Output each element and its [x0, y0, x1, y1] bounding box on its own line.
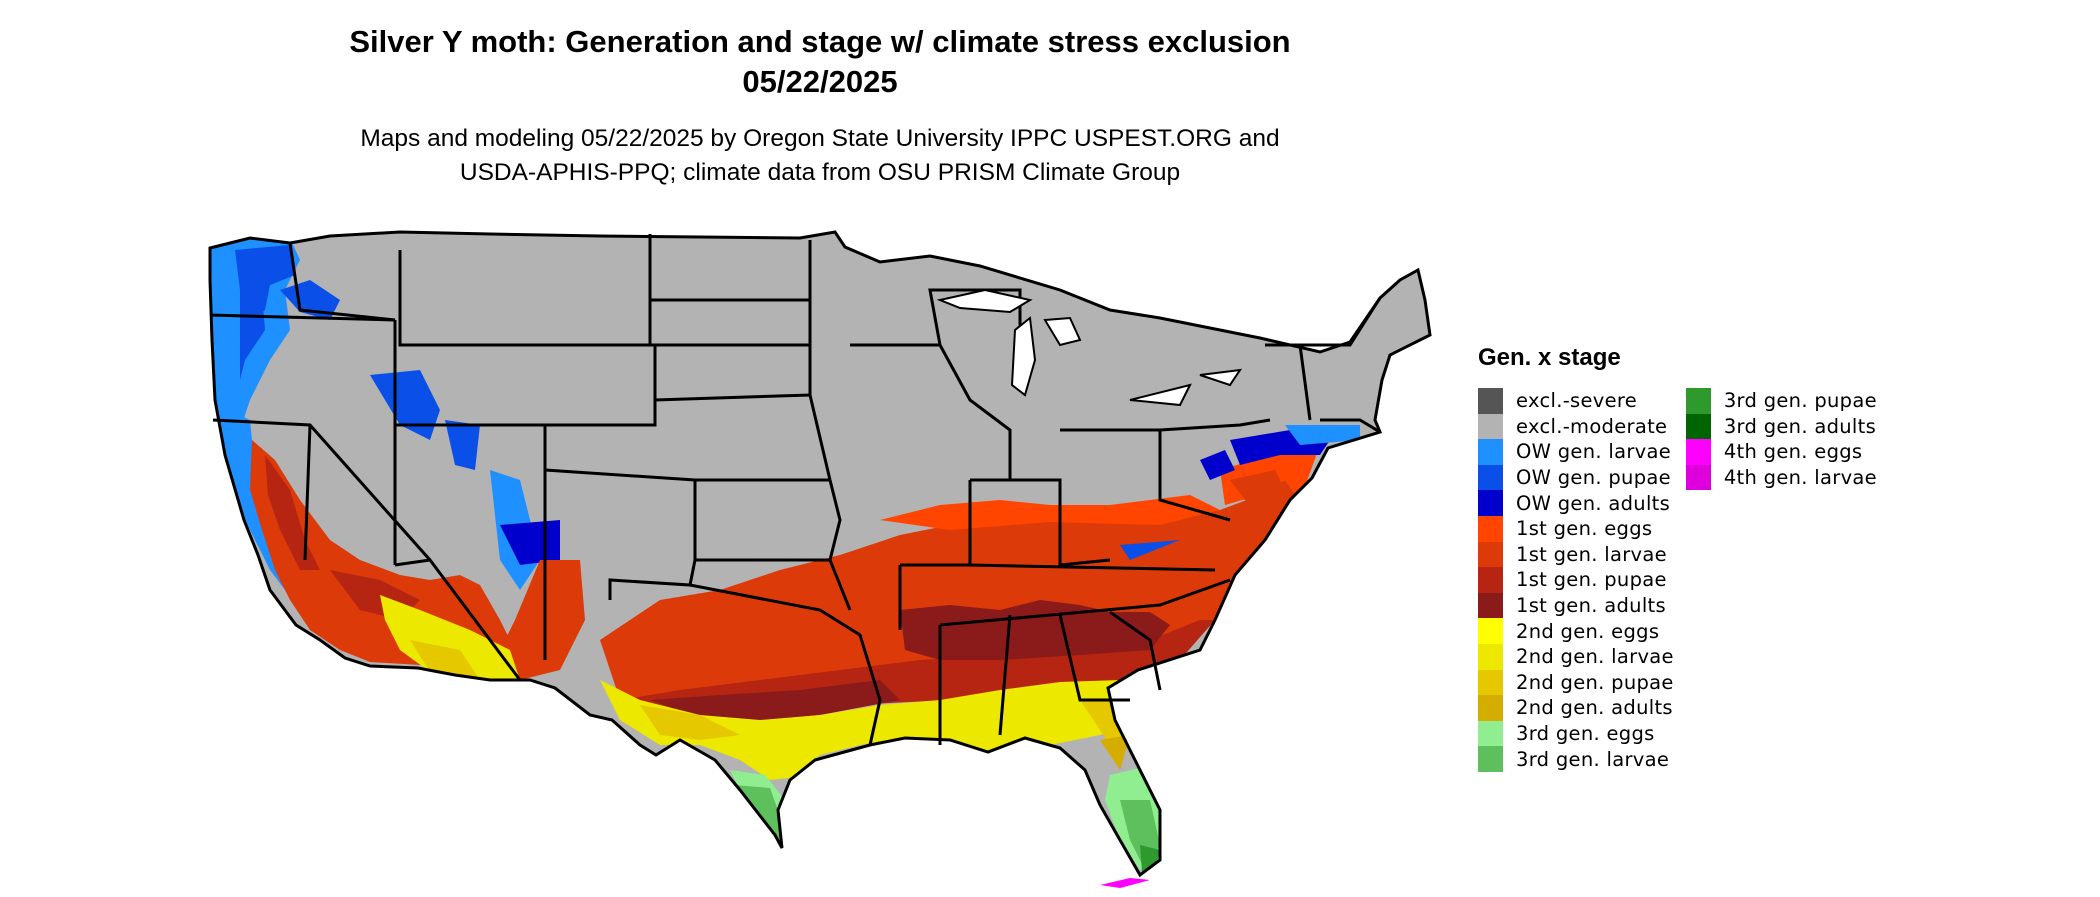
legend-label: OW gen. pupae	[1516, 466, 1671, 490]
legend-swatch	[1478, 618, 1503, 644]
legend-item: excl.-severe	[1478, 388, 1674, 414]
legend-title: Gen. x stage	[1478, 344, 1621, 371]
legend-label: 4th gen. larvae	[1723, 466, 1877, 490]
legend-swatch	[1685, 388, 1711, 414]
legend-item: 2nd gen. pupae	[1478, 669, 1674, 696]
legend-swatch	[1478, 541, 1503, 568]
legend-item: 1st gen. larvae	[1478, 541, 1674, 568]
legend-swatch	[1478, 695, 1503, 721]
legend-label: 1st gen. pupae	[1516, 568, 1667, 592]
great-lakes	[936, 288, 1243, 407]
legend-label: 3rd gen. larvae	[1516, 747, 1670, 771]
legend-swatch	[1478, 746, 1503, 772]
legend-swatch	[1685, 439, 1711, 465]
legend-item: 3rd gen. eggs	[1478, 720, 1674, 747]
legend-item: 4th gen. eggs	[1685, 439, 1877, 465]
legend-label: excl.-moderate	[1516, 414, 1668, 438]
legend-swatch	[1478, 490, 1503, 516]
legend-item: excl.-moderate	[1478, 413, 1674, 440]
legend-label: 3rd gen. pupae	[1723, 389, 1877, 413]
legend-item: OW gen. adults	[1478, 490, 1674, 516]
subtitle-line-1: Maps and modeling 05/22/2025 by Oregon S…	[360, 125, 1280, 152]
legend-label: 2nd gen. eggs	[1516, 619, 1660, 643]
map-subtitle: Maps and modeling 05/22/2025 by Oregon S…	[180, 122, 1460, 190]
us-map-svg	[208, 230, 1432, 888]
legend-column: excl.-severe excl.-moderate OW gen. larvae…	[1478, 388, 1674, 772]
legend-item: 1st gen. adults	[1478, 592, 1674, 619]
map-title: Silver Y moth: Generation and stage w/ c…	[180, 22, 1460, 102]
legend-label: OW gen. adults	[1516, 491, 1671, 515]
legend-label: excl.-severe	[1516, 389, 1638, 413]
legend-item: 3rd gen. larvae	[1478, 746, 1674, 772]
legend-item: 2nd gen. eggs	[1478, 618, 1674, 644]
legend-swatch	[1478, 464, 1503, 491]
legend-item: OW gen. pupae	[1478, 464, 1674, 491]
legend-label: 3rd gen. eggs	[1516, 722, 1655, 746]
state-borders	[208, 230, 1432, 877]
legend: Gen. x stage excl.-severe excl.-moderate O…	[1478, 344, 1877, 772]
legend-label: 1st gen. adults	[1516, 594, 1666, 618]
legend-label: 4th gen. eggs	[1723, 440, 1863, 464]
legend-item: 4th gen. larvae	[1685, 464, 1877, 491]
legend-label: OW gen. larvae	[1516, 440, 1672, 464]
legend-item: OW gen. larvae	[1478, 439, 1674, 465]
legend-label: 3rd gen. adults	[1723, 414, 1877, 438]
legend-item: 2nd gen. larvae	[1478, 643, 1674, 670]
florida-keys	[1100, 878, 1150, 888]
legend-label: 2nd gen. pupae	[1516, 670, 1674, 694]
legend-swatch	[1478, 669, 1503, 696]
legend-item: 1st gen. eggs	[1478, 515, 1674, 542]
subtitle-line-2: USDA-APHIS-PPQ; climate data from OSU PR…	[459, 159, 1181, 186]
legend-label: 1st gen. eggs	[1516, 517, 1653, 541]
legend-item: 2nd gen. adults	[1478, 695, 1674, 721]
us-map	[200, 228, 1460, 892]
legend-columns: excl.-severe excl.-moderate OW gen. larvae…	[1478, 388, 1877, 772]
legend-swatch	[1685, 413, 1711, 440]
legend-item: 3rd gen. pupae	[1685, 388, 1877, 414]
legend-label: 2nd gen. larvae	[1516, 645, 1674, 669]
legend-swatch	[1478, 643, 1503, 670]
legend-item: 1st gen. pupae	[1478, 567, 1674, 593]
legend-column: 3rd gen. pupae 3rd gen. adults 4th gen. eg…	[1685, 388, 1877, 772]
legend-label: 1st gen. larvae	[1516, 542, 1667, 566]
title-line-1: Silver Y moth: Generation and stage w/ c…	[349, 24, 1291, 59]
legend-swatch	[1478, 515, 1503, 542]
legend-swatch	[1685, 464, 1711, 491]
legend-swatch	[1478, 592, 1503, 619]
title-date: 05/22/2025	[742, 64, 898, 99]
legend-item: 3rd gen. adults	[1685, 413, 1877, 440]
legend-swatch	[1478, 388, 1503, 414]
legend-label: 2nd gen. adults	[1516, 696, 1673, 720]
legend-swatch	[1478, 439, 1503, 465]
legend-swatch	[1478, 720, 1503, 747]
legend-swatch	[1478, 567, 1503, 593]
legend-swatch	[1478, 413, 1503, 440]
